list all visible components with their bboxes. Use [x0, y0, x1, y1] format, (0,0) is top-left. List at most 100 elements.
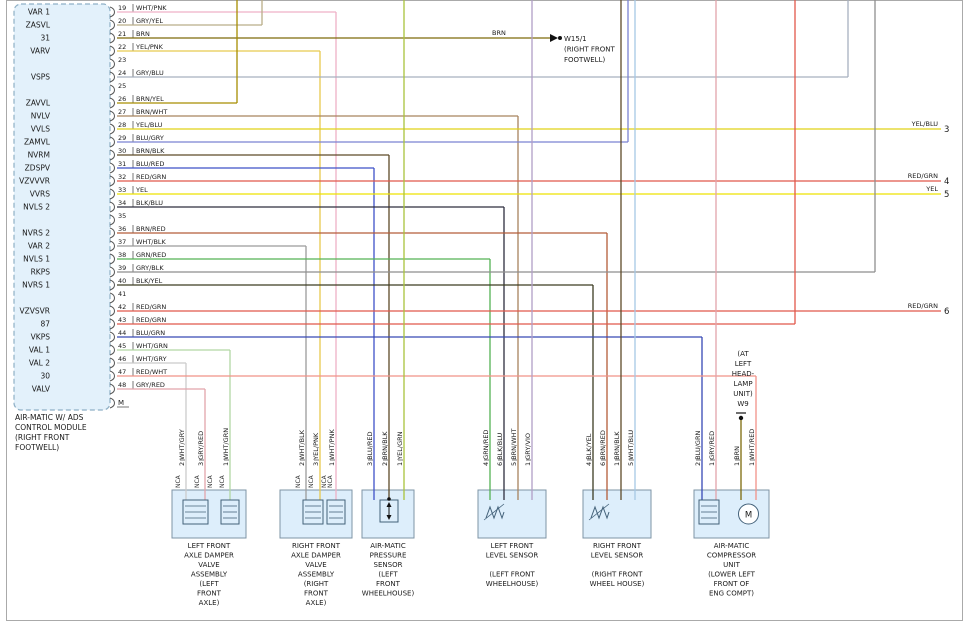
wire-color-label: WHT/GRN [136, 342, 168, 350]
component-label: AXLE DAMPER [291, 552, 341, 560]
component-pin-label: 1 WHT/GRN [222, 428, 230, 466]
page-exit-label: YEL/BLU [911, 120, 939, 128]
pin-bracket [109, 71, 115, 83]
component-label: FRONT OF [714, 580, 750, 588]
pin-signal-label: VAR 2 [28, 242, 50, 251]
ground-label-w15-1: W15/1 [564, 35, 587, 43]
wire-color-label: GRN/RED [136, 251, 166, 259]
pin-signal-label: ZAMVL [24, 138, 51, 147]
pin-bracket [109, 110, 115, 122]
component-pin-label: 6 BLK/BLU [496, 433, 504, 466]
component-label: LEVEL SENSOR [591, 552, 644, 560]
component-label: AIR-MATIC [714, 542, 750, 550]
component-label: COMPRESSOR [707, 552, 756, 560]
nca-label: NCA [175, 474, 182, 488]
pin-number: 32 [118, 173, 126, 181]
level-sensor-symbol [590, 505, 610, 520]
wire-color-label: BRN [492, 29, 506, 37]
pin-bracket [109, 19, 115, 31]
pin-bracket [109, 292, 115, 304]
component-pin-label: 6 BRN/RED [599, 430, 607, 466]
pin-signal-label: VAL 2 [29, 359, 50, 368]
component-label: (LEFT FRONT [489, 571, 535, 579]
pin-number: 40 [118, 277, 126, 285]
valve-coil-symbol [302, 499, 324, 525]
pin-number: 30 [118, 147, 126, 155]
pin-number: 31 [118, 160, 126, 168]
control-module-label: AIR-MATIC W/ ADS [15, 413, 84, 422]
wire-color-label: BRN/WHT [136, 108, 167, 116]
component-pin-label: 1 WHT/RED [748, 429, 756, 466]
component-pin-label: 4 BLK/YEL [585, 433, 593, 466]
control-module-label: FOOTWELL) [15, 443, 59, 452]
pin-bracket [109, 136, 115, 148]
component-label: WHEELHOUSE) [362, 590, 415, 598]
pin-number: 43 [118, 316, 126, 324]
pin-signal-label: NVRM [28, 151, 50, 160]
component-pin-label: 2 WHT/GRY [178, 429, 186, 466]
component-label: WHEEL HOUSE) [590, 580, 645, 588]
pin-bracket [109, 240, 115, 252]
component-label: (RIGHT FRONT [592, 571, 643, 579]
ground-label-w9: (AT [737, 350, 749, 358]
pin-number: 48 [118, 381, 126, 389]
nca-label: NCA [321, 474, 328, 488]
wire-color-label: BRN [136, 30, 150, 38]
pin-number: 20 [118, 17, 126, 25]
wire-color-label: BLU/RED [136, 160, 164, 168]
ground-label-w15-1: (RIGHT FRONT [564, 46, 615, 54]
ground-label-w9: LAMP [733, 380, 752, 388]
wire-color-label: BLU/GRN [136, 329, 165, 337]
pin-number: 28 [118, 121, 126, 129]
ground-symbol-w9 [738, 415, 744, 421]
component-pin-label: 1 YEL/GRN [396, 431, 404, 466]
pin-signal-label: VVLS [31, 125, 50, 134]
nca-label: NCA [327, 474, 334, 488]
pin-signal-label: NVRS 2 [22, 229, 50, 238]
pin-signal-label: ZDSPV [25, 164, 51, 173]
component-label: (RIGHT [304, 580, 329, 588]
wire-color-label: GRY/YEL [136, 17, 163, 25]
component-box [171, 489, 247, 539]
pin-bracket [109, 331, 115, 343]
nca-label: NCA [207, 474, 214, 488]
component-label: (LOWER LEFT [708, 571, 756, 579]
pin-number: 39 [118, 264, 126, 272]
pin-bracket [109, 318, 115, 330]
component-label: LEFT FRONT [188, 542, 231, 550]
pin-bracket [109, 201, 115, 213]
wire-color-label: YEL/PNK [135, 43, 164, 51]
ground-symbol-w15-1 [550, 34, 558, 42]
wire-color-label: WHT/BLK [136, 238, 167, 246]
component-box [279, 489, 353, 539]
level-sensor-symbol [588, 503, 610, 521]
pin-bracket [109, 97, 115, 109]
pin-signal-label: VZVVVR [19, 177, 50, 186]
component-label: ENG COMPT) [709, 590, 754, 598]
component-label: VALVE [198, 561, 219, 569]
wire-color-label: GRY/RED [136, 381, 165, 389]
pin-bracket [109, 383, 115, 395]
page-exit-label: RED/GRN [908, 302, 938, 310]
component-label: AXLE) [306, 599, 327, 607]
pin-number: 26 [118, 95, 126, 103]
pin-signal-label: NVLS 1 [23, 255, 50, 264]
pin-bracket [109, 279, 115, 291]
component-box [361, 489, 415, 539]
component-pin-label: 1 BRN [733, 446, 741, 466]
pin-signal-label: NVLV [31, 112, 51, 121]
component-label: AXLE DAMPER [184, 552, 234, 560]
pin-number: 24 [118, 69, 126, 77]
valve-coil-symbol [220, 499, 240, 525]
pin-bracket [109, 84, 115, 96]
component-pin-label: 5 BRN/WHT [510, 428, 518, 466]
page-exit-number: 3 [944, 125, 949, 135]
component-label: PRESSURE [370, 552, 407, 560]
pin-number: 37 [118, 238, 126, 246]
component-pin-label: 1 GRY/RED [708, 431, 716, 466]
level-sensor-symbol [483, 503, 505, 521]
pin-bracket [109, 162, 115, 174]
component-label: FRONT [197, 590, 222, 598]
valve-coil-symbol [698, 499, 720, 525]
component-label: WHEELHOUSE) [486, 580, 539, 588]
